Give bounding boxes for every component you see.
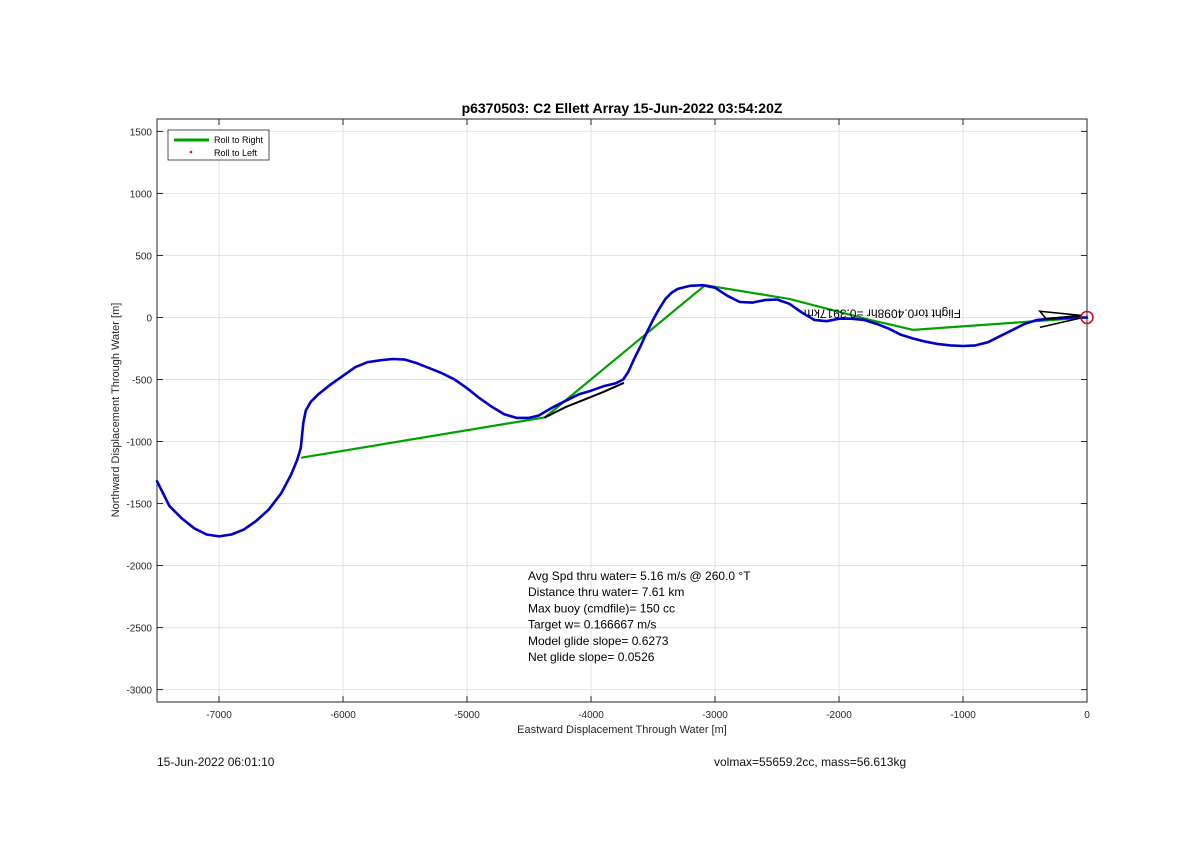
x-tick-label: -5000	[454, 710, 480, 721]
mirrored-flight-text: Flight tor0.4098hr =0.3917km	[804, 306, 961, 320]
annotation-line: Target w= 0.166667 m/s	[528, 618, 656, 632]
annotation-line: Distance thru water= 7.61 km	[528, 585, 684, 599]
x-axis-label: Eastward Displacement Through Water [m]	[517, 724, 727, 736]
series-glider-track	[155, 283, 1089, 538]
plot-frame	[156, 118, 1088, 703]
x-tick-label: -3000	[702, 710, 728, 721]
footer-timestamp: 15-Jun-2022 06:01:10	[157, 755, 275, 769]
x-tick-label: 0	[1084, 710, 1090, 721]
axis-ticks: -7000 -6000 -5000 -4000 -3000 -2000 -1000 0-300…	[126, 119, 1090, 721]
y-tick-label: -1000	[126, 438, 152, 449]
annotation-line: Max buoy (cmdfile)= 150 cc	[528, 601, 675, 615]
series-roll-to-right	[301, 284, 1089, 459]
x-tick-label: -1000	[950, 710, 976, 721]
arrow-shaft	[1039, 316, 1084, 329]
footer-parameters: volmax=55659.2cc, mass=56.613kg	[714, 755, 907, 769]
y-axis-label: Northward Displacement Through Water [m]	[110, 303, 122, 518]
series	[155, 283, 1089, 538]
y-tick-label: 1000	[130, 189, 153, 200]
x-tick-label: -4000	[578, 710, 604, 721]
mirrored-flight-label: Flight tor0.4098hr =0.3917km	[804, 306, 961, 320]
series-black-segment	[544, 382, 625, 419]
x-tick-label: -7000	[206, 710, 232, 721]
heading-arrow	[1038, 310, 1084, 329]
legend-label-roll-left: Roll to Left	[214, 148, 258, 158]
legend-box	[167, 129, 270, 161]
y-tick-label: -2000	[126, 562, 152, 573]
chart-title: p6370503: C2 Ellett Array 15-Jun-2022 03…	[462, 100, 783, 116]
stats-annotations: Avg Spd thru water= 5.16 m/s @ 260.0 °T D…	[528, 569, 751, 664]
y-tick-label: -500	[132, 375, 152, 386]
y-tick-label: 500	[135, 251, 152, 262]
y-tick-label: 1500	[130, 127, 153, 138]
x-tick-label: -6000	[330, 710, 356, 721]
annotation-line: Avg Spd thru water= 5.16 m/s @ 260.0 °T	[528, 569, 751, 583]
legend-label-roll-right: Roll to Right	[214, 135, 264, 145]
current-position-marker	[1080, 310, 1094, 325]
y-tick-label: -3000	[126, 686, 152, 697]
y-tick-label: -2500	[126, 624, 152, 635]
annotation-line: Net glide slope= 0.0526	[528, 650, 655, 664]
y-tick-label: 0	[146, 313, 152, 324]
y-tick-label: -1500	[126, 500, 152, 511]
x-tick-label: -2000	[826, 710, 852, 721]
annotation-line: Model glide slope= 0.6273	[528, 634, 669, 648]
legend-swatch-roll-left	[189, 150, 193, 154]
legend: Roll to Right Roll to Left	[167, 129, 270, 161]
arrow-head	[1038, 310, 1082, 320]
